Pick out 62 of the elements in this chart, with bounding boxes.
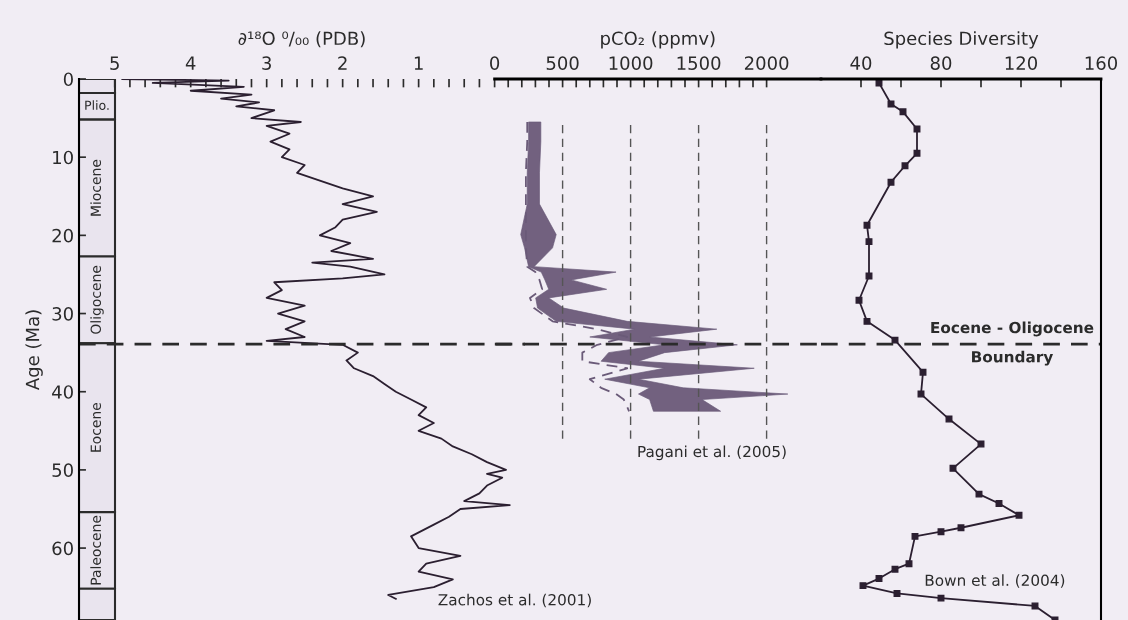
x-axis-title: Species Diversity: [884, 31, 1039, 49]
x-tick-label: 80: [930, 56, 952, 70]
point: [893, 589, 901, 597]
point: [905, 560, 913, 568]
point: [977, 440, 985, 448]
annotation: Eocene - Oligocene: [931, 321, 1094, 337]
point: [863, 317, 871, 325]
annotation: Zachos et al. (2001): [438, 593, 591, 608]
x-tick-label: 160: [1085, 56, 1118, 70]
x-tick-label: 1500: [677, 56, 721, 70]
x-tick-label: 3: [262, 56, 271, 70]
x-tick-label: 5: [110, 56, 119, 70]
y-tick-label: 40: [52, 385, 73, 399]
band-label: Miocene: [90, 159, 102, 216]
point: [1031, 602, 1039, 610]
point: [875, 575, 883, 583]
band-label: Eocene: [90, 403, 102, 452]
point: [1015, 511, 1023, 519]
x-tick-label: 2: [338, 56, 347, 70]
y-axis-title: Age (Ma): [25, 310, 43, 391]
band-label: Paleocene: [90, 515, 102, 585]
band-label: Oligocene: [90, 265, 104, 334]
point: [891, 565, 899, 573]
point: [887, 178, 895, 186]
point: [957, 524, 965, 532]
point: [919, 368, 927, 376]
point: [995, 500, 1003, 507]
point: [945, 415, 953, 423]
x-tick-label: 1000: [609, 56, 653, 70]
point: [917, 390, 925, 398]
x-tick-label: 2000: [744, 56, 789, 70]
point: [949, 464, 957, 472]
x-tick-label: 120: [1005, 56, 1038, 70]
x-tick-label: 500: [546, 56, 579, 70]
point: [901, 162, 909, 170]
y-tick-label: 0: [63, 72, 73, 87]
annotation: Bown et al. (2004): [925, 574, 1065, 588]
point: [911, 532, 919, 540]
annotation: Pagani et al. (2005): [638, 445, 786, 461]
y-tick-label: 10: [53, 150, 73, 165]
band-label: Plio.: [85, 100, 109, 110]
x-axis-title: pCO₂ (ppmv): [601, 31, 715, 49]
point: [975, 490, 983, 498]
y-tick-label: 30: [52, 307, 73, 321]
point: [855, 296, 863, 304]
y-tick-label: 60: [52, 541, 73, 556]
point: [865, 238, 873, 246]
x-tick-label: 4: [185, 56, 196, 70]
point: [863, 221, 871, 229]
y-tick-label: 50: [52, 463, 73, 478]
point: [937, 528, 945, 536]
y-tick-label: 20: [52, 228, 73, 243]
x-tick-label: 1: [414, 56, 423, 70]
point: [899, 108, 907, 116]
point: [913, 125, 921, 133]
point: [859, 582, 867, 590]
x-tick-label: 40: [850, 56, 872, 70]
point: [913, 149, 921, 157]
annotation: Boundary: [972, 350, 1053, 366]
point: [937, 594, 945, 602]
x-tick-label: 0: [490, 56, 500, 70]
x-axis-title: ∂¹⁸O ⁰/₀₀ (PDB): [238, 31, 365, 48]
